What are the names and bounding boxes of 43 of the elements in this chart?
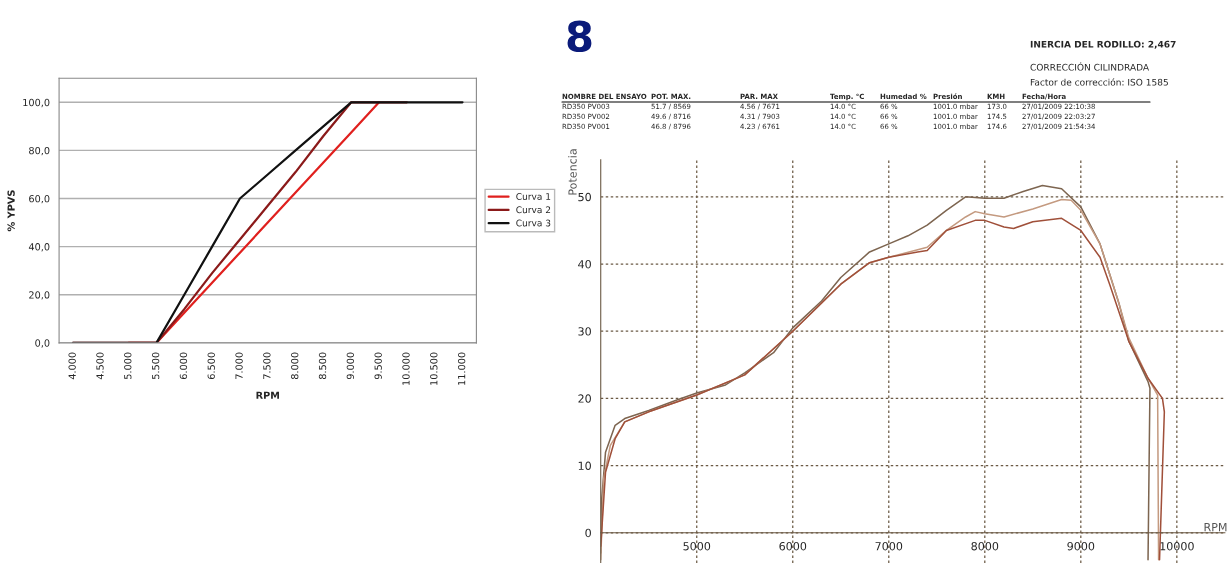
x-tick-label: 4.500 xyxy=(96,352,104,380)
x-tick-label: 9.500 xyxy=(374,352,382,380)
x-tick-label: 11.000 xyxy=(457,352,466,385)
y-axis-title: % YPVS xyxy=(7,190,15,232)
x-tick-label: 8000 xyxy=(971,541,999,551)
y-tick-label: 50 xyxy=(578,192,591,202)
x-tick-label: 6000 xyxy=(779,541,807,551)
legend-label: Curva 2 xyxy=(516,206,551,214)
x-tick-label: 10.000 xyxy=(402,352,410,385)
y-axis-title: Potencia xyxy=(568,149,577,195)
x-tick-label: 10.500 xyxy=(430,352,438,385)
x-tick-label: 6.500 xyxy=(207,352,215,380)
y-tick-label: 60,0 xyxy=(29,195,50,204)
y-tick-label: 0 xyxy=(585,528,591,538)
legend-label: Curva 1 xyxy=(516,193,551,200)
x-axis-title: RPM xyxy=(256,391,279,399)
text: Factor de corrección: ISO 1585 xyxy=(1030,78,1168,86)
x-axis-title: RPM xyxy=(1204,523,1227,532)
y-tick-label: 0,0 xyxy=(35,339,50,348)
y-tick-label: 80,0 xyxy=(29,146,50,156)
x-tick-label: 6.000 xyxy=(179,352,188,380)
x-tick-label: 7000 xyxy=(875,541,903,551)
legend-label: Curva 3 xyxy=(516,219,551,227)
y-tick-label: 30 xyxy=(578,327,591,336)
y-tick-label: 10 xyxy=(578,461,591,470)
x-tick-label: 5000 xyxy=(683,541,711,551)
x-tick-label: 9.000 xyxy=(346,352,355,380)
text: CORRECCIÓN CILINDRADA xyxy=(1030,62,1149,71)
x-tick-label: 9000 xyxy=(1067,541,1095,551)
y-tick-label: 40,0 xyxy=(28,243,50,252)
y-tick-label: 20,0 xyxy=(29,291,50,300)
x-tick-label: 4.000 xyxy=(68,352,76,380)
x-tick-label: 8.500 xyxy=(318,352,327,380)
x-tick-label: 7.000 xyxy=(235,352,243,379)
y-tick-label: 40 xyxy=(578,260,591,269)
y-tick-label: 100,0 xyxy=(23,98,50,108)
y-tick-label: 20 xyxy=(578,394,591,403)
x-tick-label: 5.500 xyxy=(151,352,160,379)
x-tick-label: 7.500 xyxy=(263,352,271,379)
x-tick-label: 8.000 xyxy=(291,352,299,380)
x-tick-label: 5.000 xyxy=(124,352,132,379)
text: 8 xyxy=(567,20,592,53)
text: INERCIA DEL RODILLO: 2,467 xyxy=(1030,40,1176,49)
